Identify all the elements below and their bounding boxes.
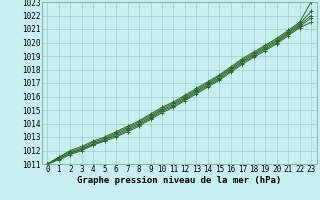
X-axis label: Graphe pression niveau de la mer (hPa): Graphe pression niveau de la mer (hPa) [77,176,281,185]
